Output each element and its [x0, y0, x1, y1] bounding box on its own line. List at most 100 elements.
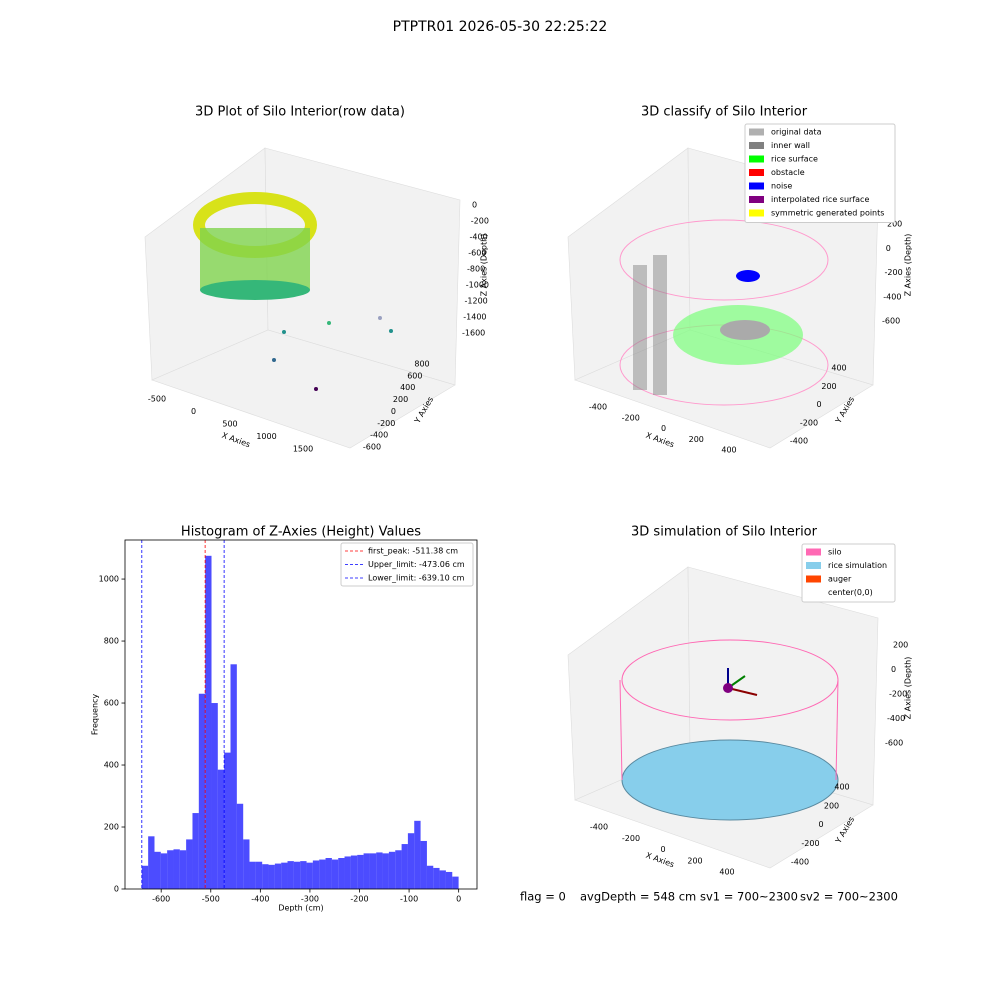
bar — [452, 876, 459, 889]
x-tick-label: -400 — [590, 823, 608, 832]
z-tick-label: -600 — [468, 249, 486, 258]
bar — [414, 820, 421, 889]
z-tick-label: -1000 — [466, 281, 489, 290]
z-tick-label: -800 — [467, 265, 485, 274]
z-axis-label: Z Axies (Depth) — [904, 234, 913, 297]
bar — [141, 865, 149, 889]
legend-swatch — [749, 169, 764, 176]
status-text: sv2 = 700~2300 — [800, 890, 898, 904]
x-tick-label: -200 — [622, 834, 640, 843]
y-tick-label: 200 — [824, 801, 839, 810]
x-tick-label: 1500 — [293, 445, 313, 454]
bar — [331, 859, 339, 889]
x-tick-label: -600 — [152, 895, 170, 904]
bar — [395, 850, 402, 889]
z-axis-label: Z Axies (Depth) — [904, 657, 913, 720]
subplot-title: 3D classify of Silo Interior — [641, 105, 808, 120]
y-tick-label: 200 — [104, 823, 119, 832]
bar — [338, 858, 345, 889]
bar — [192, 813, 199, 889]
legend-label: Lower_limit: -639.10 cm — [368, 574, 465, 583]
bar — [154, 851, 161, 889]
axes-frame — [124, 539, 478, 890]
legend-box — [801, 543, 896, 603]
z-tick-label: -1600 — [462, 329, 485, 338]
status-text: flag = 0 — [520, 890, 566, 904]
bar — [350, 855, 358, 889]
bar — [198, 693, 206, 889]
x-axis-label: X Axies — [645, 431, 676, 450]
bar — [249, 861, 256, 889]
y-tick-label: -200 — [377, 419, 395, 428]
y-axis-label: Frequency — [91, 694, 100, 736]
legend-label: auger — [828, 575, 852, 584]
z-tick-label: -200 — [885, 268, 903, 277]
x-tick-label: 0 — [456, 895, 461, 904]
bar — [325, 858, 332, 889]
legend-swatch — [749, 196, 764, 203]
x-tick-label: -200 — [622, 413, 640, 422]
legend-label: symmetric generated points — [771, 209, 884, 218]
z-axis-label: Z Axies (Depth) — [480, 234, 489, 297]
bar — [433, 867, 440, 889]
bar — [401, 844, 408, 889]
legend-label: first_peak: -511.38 cm — [368, 547, 458, 556]
z-tick-label: -600 — [882, 317, 900, 326]
bar — [217, 769, 225, 889]
bar — [306, 862, 313, 889]
bar — [230, 664, 237, 889]
legend-swatch — [749, 128, 764, 136]
y-tick-label: -400 — [790, 437, 808, 446]
bar — [211, 703, 218, 889]
bar — [281, 862, 288, 889]
legend-label: noise — [771, 182, 792, 191]
z-tick-label: -400 — [470, 233, 488, 242]
y-tick-label: 600 — [407, 371, 422, 380]
x-tick-label: 200 — [689, 435, 704, 444]
y-tick-label: 0 — [816, 400, 821, 409]
y-tick-label: -200 — [801, 839, 819, 848]
legend-label: silo — [828, 548, 842, 557]
y-tick-label: 0 — [391, 407, 396, 416]
y-tick-label: 200 — [821, 382, 836, 391]
x-tick-label: 400 — [721, 446, 736, 455]
subplot-title: 3D simulation of Silo Interior — [631, 525, 818, 540]
y-tick-label: 0 — [114, 885, 119, 894]
y-tick-label: -400 — [370, 431, 388, 440]
bar — [439, 870, 446, 889]
legend-label: center(0,0) — [828, 588, 873, 597]
x-tick-label: -300 — [301, 895, 319, 904]
y-tick-label: -400 — [791, 858, 809, 867]
bar — [382, 853, 389, 889]
bar — [148, 836, 155, 889]
bar — [179, 850, 187, 889]
legend-label: inner wall — [771, 141, 810, 150]
bar — [274, 863, 282, 889]
subplot-title: 3D Plot of Silo Interior(row data) — [195, 105, 405, 120]
bar — [236, 803, 244, 889]
bar — [255, 861, 263, 889]
figure-title: PTPTR01 2026-05-30 22:25:22 — [393, 19, 608, 35]
z-tick-label: -1400 — [463, 313, 486, 322]
z-tick-label: 200 — [887, 220, 902, 229]
legend-swatch — [749, 142, 764, 149]
bar — [319, 859, 326, 889]
legend-swatch — [806, 548, 821, 556]
x-tick-label: -400 — [589, 403, 607, 412]
x-tick-label: 500 — [222, 420, 237, 429]
bar — [205, 555, 212, 889]
z-tick-label: -400 — [883, 292, 901, 301]
legend-label: Upper_limit: -473.06 cm — [368, 560, 465, 569]
x-tick-label: 200 — [687, 856, 702, 865]
bar — [262, 864, 269, 889]
x-tick-label: -500 — [202, 895, 220, 904]
legend-swatch — [806, 562, 821, 569]
y-tick-label: 400 — [400, 383, 415, 392]
x-tick-label: -200 — [350, 895, 368, 904]
x-tick-label: 0 — [660, 845, 665, 854]
y-tick-label: -600 — [363, 443, 381, 452]
legend-swatch — [749, 182, 764, 190]
z-tick-label: 0 — [891, 665, 896, 674]
legend-swatch — [749, 209, 764, 217]
